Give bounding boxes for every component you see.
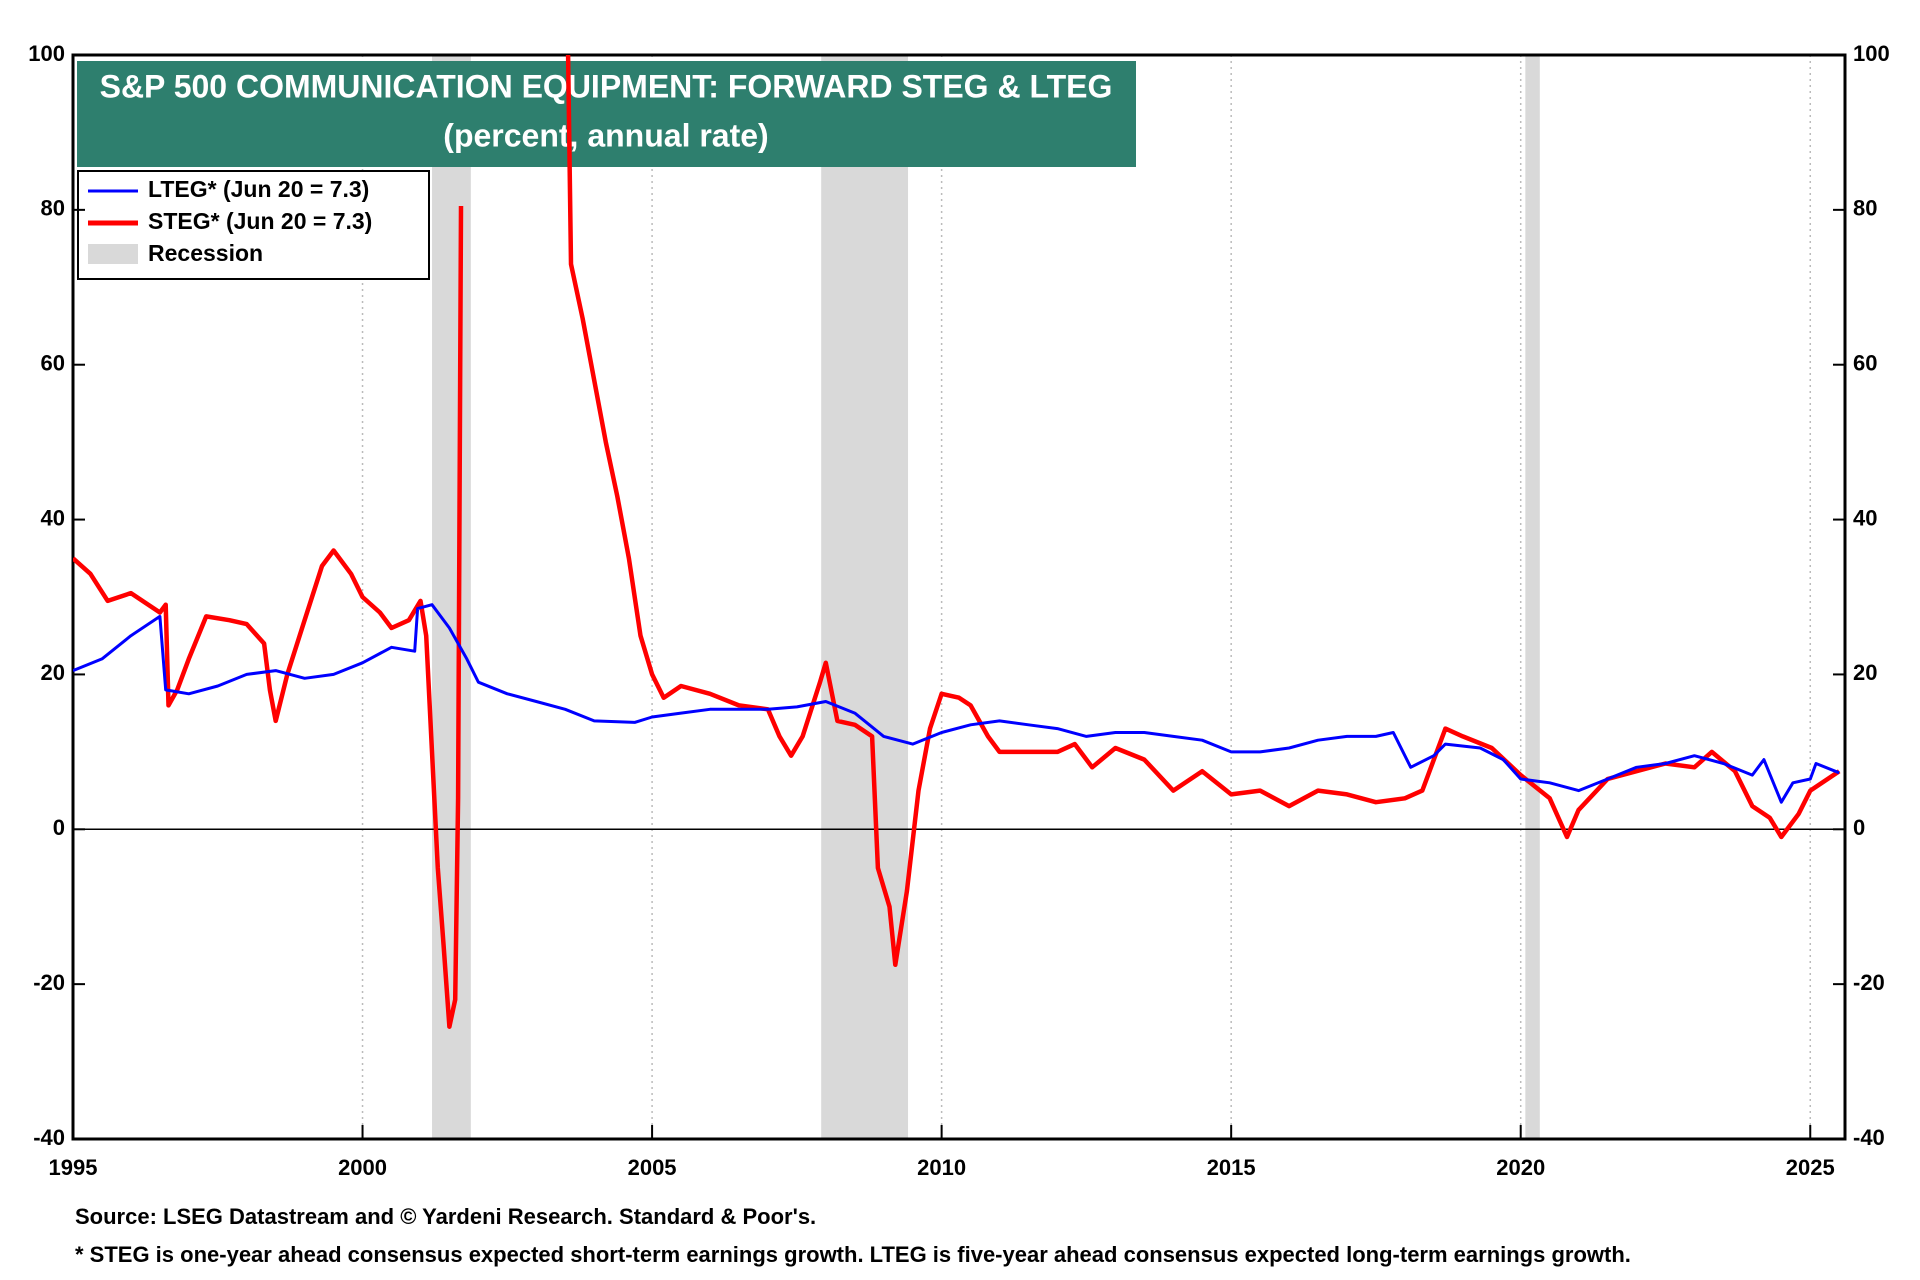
y2-tick-label: 80 [1853, 196, 1877, 221]
legend-swatch [88, 244, 138, 264]
y-tick-label: 100 [28, 41, 65, 66]
recession-band [821, 55, 909, 1139]
y2-tick-label: -20 [1853, 970, 1885, 995]
legend-label: STEG* (Jun 20 = 7.3) [148, 208, 372, 234]
y-tick-label: 0 [53, 815, 65, 840]
y-tick-label: -20 [33, 970, 65, 995]
x-tick-label: 2005 [628, 1155, 677, 1180]
source-note: Source: LSEG Datastream and © Yardeni Re… [75, 1204, 816, 1229]
x-tick-label: 2000 [338, 1155, 387, 1180]
footnote: * STEG is one-year ahead consensus expec… [75, 1242, 1631, 1267]
x-tick-label: 2020 [1496, 1155, 1545, 1180]
chart-subtitle: (percent, annual rate) [443, 117, 768, 153]
y-tick-label: -40 [33, 1125, 65, 1150]
series-line [73, 55, 1841, 1029]
y2-tick-label: 100 [1853, 41, 1890, 66]
chart-title: S&P 500 COMMUNICATION EQUIPMENT: FORWARD… [100, 68, 1113, 104]
y2-tick-label: -40 [1853, 1125, 1885, 1150]
x-tick-label: 2025 [1786, 1155, 1835, 1180]
plot-frame [71, 53, 1847, 1141]
recession-band [432, 55, 471, 1139]
y2-tick-label: 20 [1853, 660, 1877, 685]
y-tick-label: 80 [41, 196, 65, 221]
y-tick-label: 20 [41, 660, 65, 685]
title-box [77, 61, 1136, 167]
legend-box [77, 170, 430, 280]
y2-tick-label: 0 [1853, 815, 1865, 840]
y2-tick-label: 40 [1853, 505, 1877, 530]
recession-band [1525, 55, 1540, 1139]
legend-label: LTEG* (Jun 20 = 7.3) [148, 176, 369, 202]
y2-tick-label: 60 [1853, 351, 1877, 376]
y-tick-label: 60 [41, 351, 65, 376]
x-tick-label: 2010 [917, 1155, 966, 1180]
y-tick-label: 40 [41, 505, 65, 530]
legend-label: Recession [148, 240, 263, 266]
x-tick-label: 2015 [1207, 1155, 1256, 1180]
series-line [73, 603, 1840, 804]
x-tick-label: 1995 [49, 1155, 98, 1180]
